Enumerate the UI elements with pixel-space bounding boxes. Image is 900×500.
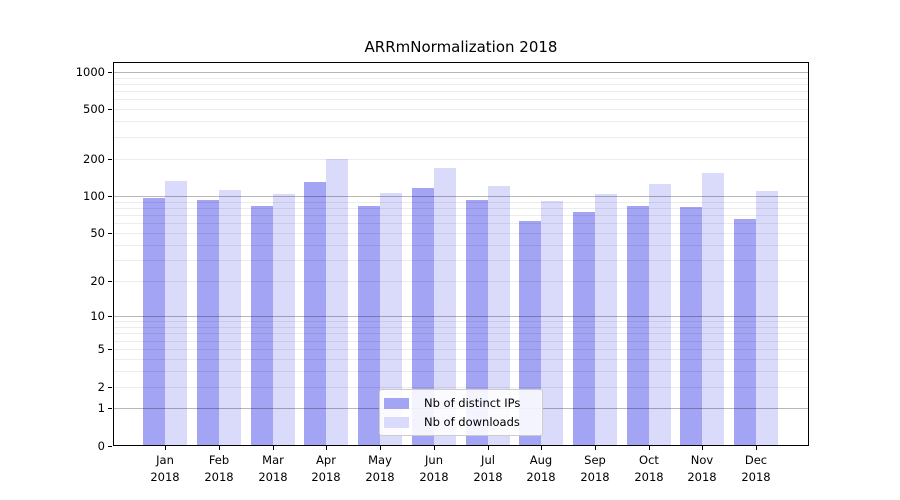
y-tick-label-100: 100 <box>83 189 105 203</box>
y-tick-label-2: 2 <box>97 380 105 394</box>
bar-distinct-ips-mar <box>251 206 273 446</box>
bar-distinct-ips-dec <box>734 219 756 446</box>
x-tick-label-jun: Jun 2018 <box>419 453 449 484</box>
legend: Nb of distinct IPs Nb of downloads <box>379 389 543 436</box>
y-axis-spine <box>113 62 114 446</box>
bar-distinct-ips-feb <box>197 200 219 446</box>
x-tick-label-aug: Aug 2018 <box>526 453 556 484</box>
axes-spines <box>113 62 809 446</box>
y-tick-label-1000: 1000 <box>75 65 105 79</box>
y-tick-mark-5 <box>108 349 112 350</box>
y-tick-label-500: 500 <box>83 102 105 116</box>
legend-label-distinct-ips: Nb of distinct IPs <box>424 396 521 410</box>
y-tick-mark-2 <box>108 387 112 388</box>
legend-label-downloads: Nb of downloads <box>424 415 520 429</box>
x-tick-mark-may <box>380 446 381 450</box>
bar-distinct-ips-oct <box>627 206 649 446</box>
bar-downloads-sep <box>595 194 617 446</box>
bar-downloads-feb <box>219 190 241 446</box>
bar-distinct-ips-jan <box>143 198 165 446</box>
x-tick-mark-jun <box>434 446 435 450</box>
x-tick-label-oct: Oct 2018 <box>634 453 664 484</box>
bar-distinct-ips-apr <box>304 182 326 446</box>
bars-layer <box>113 62 809 446</box>
y-tick-mark-100 <box>108 196 112 197</box>
y-tick-mark-50 <box>108 233 112 234</box>
x-tick-mark-mar <box>273 446 274 450</box>
x-tick-mark-oct <box>649 446 650 450</box>
y-tick-mark-10 <box>108 316 112 317</box>
bar-downloads-aug <box>541 201 563 446</box>
legend-swatch-downloads <box>384 417 409 428</box>
bar-downloads-apr <box>326 159 348 446</box>
plot-area <box>113 62 809 446</box>
bar-downloads-jul <box>488 186 510 446</box>
y-tick-label-5: 5 <box>97 342 105 356</box>
y-tick-mark-0 <box>108 446 112 447</box>
y-tick-label-10: 10 <box>90 309 105 323</box>
x-tick-mark-dec <box>756 446 757 450</box>
bar-downloads-mar <box>273 194 295 446</box>
x-tick-label-sep: Sep 2018 <box>580 453 610 484</box>
x-tick-label-jul: Jul 2018 <box>473 453 503 484</box>
x-tick-mark-feb <box>219 446 220 450</box>
x-tick-mark-sep <box>595 446 596 450</box>
y-tick-mark-500 <box>108 109 112 110</box>
bar-downloads-may <box>380 193 402 446</box>
y-tick-mark-200 <box>108 159 112 160</box>
bar-downloads-jan <box>165 181 187 446</box>
x-tick-mark-apr <box>326 446 327 450</box>
y-tick-label-50: 50 <box>90 226 105 240</box>
bar-distinct-ips-jul <box>466 200 488 446</box>
x-tick-label-nov: Nov 2018 <box>687 453 717 484</box>
bar-distinct-ips-jun <box>412 188 434 446</box>
x-axis-spine <box>113 445 809 446</box>
y-tick-mark-1000 <box>108 72 112 73</box>
x-tick-label-may: May 2018 <box>365 453 395 484</box>
x-tick-label-apr: Apr 2018 <box>311 453 341 484</box>
legend-item-downloads: Nb of downloads <box>384 416 530 429</box>
y-tick-label-200: 200 <box>83 152 105 166</box>
x-tick-mark-aug <box>541 446 542 450</box>
x-tick-label-jan: Jan 2018 <box>150 453 180 484</box>
bar-downloads-nov <box>702 173 724 446</box>
x-tick-mark-jan <box>165 446 166 450</box>
x-tick-mark-jul <box>488 446 489 450</box>
bar-distinct-ips-may <box>358 206 380 446</box>
bar-downloads-jun <box>434 168 456 446</box>
x-tick-label-dec: Dec 2018 <box>741 453 771 484</box>
bar-downloads-oct <box>649 184 671 446</box>
y-tick-mark-1 <box>108 408 112 409</box>
y-tick-label-1: 1 <box>97 401 105 415</box>
chart-title: ARRmNormalization 2018 <box>364 38 558 56</box>
right-spine <box>808 62 809 446</box>
x-tick-label-mar: Mar 2018 <box>258 453 288 484</box>
bar-downloads-dec <box>756 191 778 446</box>
x-tick-mark-nov <box>702 446 703 450</box>
legend-item-distinct-ips: Nb of distinct IPs <box>384 397 530 410</box>
bar-distinct-ips-sep <box>573 212 595 446</box>
y-tick-label-0: 0 <box>97 439 105 453</box>
y-tick-mark-20 <box>108 281 112 282</box>
y-tick-label-20: 20 <box>90 274 105 288</box>
x-tick-label-feb: Feb 2018 <box>204 453 234 484</box>
legend-swatch-distinct-ips <box>384 398 409 409</box>
top-spine <box>113 62 809 63</box>
bar-distinct-ips-nov <box>680 207 702 446</box>
